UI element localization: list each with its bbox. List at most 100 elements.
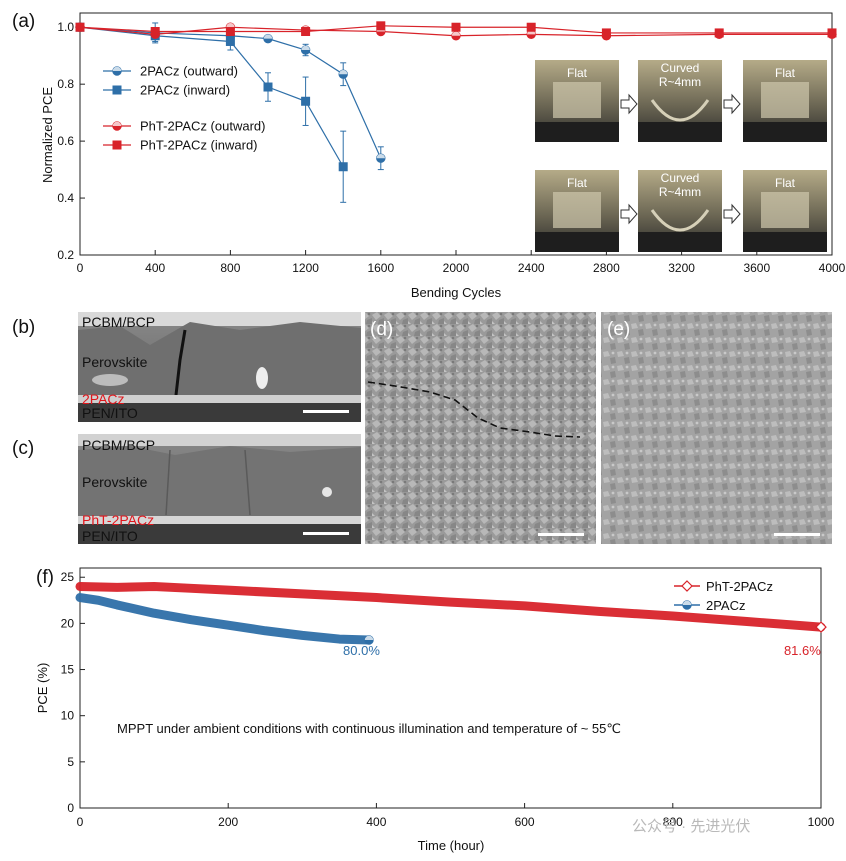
data-point-a [451,22,461,32]
photo-label-curved: Curved [661,171,700,185]
photo-label-flat: Flat [567,176,588,190]
scale-bar-e [774,533,820,536]
sem-d-crack [367,381,581,438]
x-tick-label-a: 1600 [367,261,394,275]
x-tick-label-f: 1000 [808,815,835,829]
chart-f-annotations: 80.0% 81.6% MPPT under ambient conditions … [117,643,821,736]
x-tick-label-a: 2400 [518,261,545,275]
sem-c-grain-boundary [165,449,171,516]
photo-label-radius: R~4mm [659,185,701,199]
sem-top-view-e: (e) [601,312,832,544]
legend-marker-a [112,121,122,131]
panel-label-e: (e) [607,319,630,340]
data-point-a [338,162,348,172]
panel-label-a: (a) [12,11,35,32]
sem-cross-section-c: PCBM/BCP Perovskite PhT-2PACz PEN/ITO [78,434,361,544]
photo-clamp [638,232,722,252]
series-line-a [79,25,832,34]
y-tick-label-a: 0.6 [57,134,74,148]
photo-clamp [638,122,722,142]
y-axis-ticks-f: 0 5 10 15 20 25 [61,570,85,815]
flat-sample [553,192,601,228]
scale-bar-d [538,533,584,536]
data-point-a-highlight [226,23,235,28]
photo-clamp [743,122,827,142]
legend-label-a: 2PACz (inward) [140,83,230,98]
y-axis-ticks-a: 0.2 0.4 0.6 0.8 1.0 [57,20,85,262]
watermark: 公众号 · 先进光伏 [632,818,750,835]
panel-label-f: (f) [36,567,54,588]
arrow-icon [723,93,741,115]
x-tick-label-f: 200 [218,815,238,829]
data-point-a [601,28,611,38]
series-end-marker-f-highlight [364,635,374,640]
x-tick-label-a: 1200 [292,261,319,275]
photo-label-radius: R~4mm [659,75,701,89]
annotation-f: 81.6% [784,643,821,658]
x-axis-ticks-f: 0 200 400 600 800 1000 [77,803,835,829]
y-tick-label-a: 0.4 [57,191,74,205]
sem-cross-section-b: PCBM/BCP Perovskite 2PACz PEN/ITO [78,312,361,422]
y-tick-label-a: 0.8 [57,77,74,91]
sem-c-top-band [78,434,361,446]
scale-bar-b [303,410,349,413]
flat-sample [553,82,601,118]
sem-c-layer: PEN/ITO [82,528,138,544]
legend-marker-a [112,140,122,150]
legend-label-a: PhT-2PACz (outward) [140,119,265,134]
data-point-a [451,31,461,41]
chart-a-series [75,21,837,203]
data-point-a [301,27,311,37]
photo-clamp [535,232,619,252]
y-tick-label-f: 10 [61,709,75,723]
x-tick-label-a: 400 [145,261,165,275]
y-tick-label-a: 0.2 [57,248,74,262]
sem-b-layer: 2PACz [82,391,125,407]
photo-label-curved: Curved [661,61,700,75]
flat-sample [761,82,809,118]
legend-label-f: PhT-2PACz [706,579,773,594]
series-band-f [75,593,374,645]
legend-f: PhT-2PACz 2PACz [674,579,773,613]
annotation-f: 80.0% [343,643,380,658]
x-axis-ticks-a: 0 400 800 1200 1600 2000 2400 2800 3200 3600 4000 [77,250,846,275]
x-tick-label-a: 3600 [743,261,770,275]
legend-label-a: 2PACz (outward) [140,64,238,79]
data-point-a [263,33,273,44]
curved-sample [650,99,710,122]
y-axis-label-a: Normalized PCE [40,87,55,183]
photo-label-flat: Flat [567,66,588,80]
x-tick-label-a: 800 [220,261,240,275]
data-point-a [150,27,160,37]
arrow-icon [620,93,638,115]
bending-photo: Flat [743,170,827,252]
flat-sample [761,192,809,228]
data-point-a [263,82,273,92]
x-tick-label-f: 0 [77,815,84,829]
sem-c-particle [322,487,332,497]
legend-marker-a [112,66,122,76]
data-point-a-highlight [339,70,348,75]
series-end-marker-f [815,621,827,633]
data-point-a [301,96,311,106]
sem-c-layer: Perovskite [82,474,148,490]
sem-c-grains [78,446,361,516]
legend-label-f: 2PACz [706,598,746,613]
scale-bar-c [303,532,349,535]
sem-b-ito-band [78,395,361,403]
sem-b-layer: PCBM/BCP [82,314,155,330]
panel-label-c: (c) [12,438,34,459]
data-point-a-highlight [451,31,461,36]
series-line-a [79,26,832,37]
legend-marker-a-highlight [112,66,122,71]
photo-label-flat: Flat [775,176,796,190]
legend-marker-f-highlight [682,600,692,605]
x-axis-label-a: Bending Cycles [411,285,502,300]
sem-b-particle [92,374,128,386]
panel-label-d: (d) [370,319,393,340]
x-tick-label-a: 2800 [593,261,620,275]
curved-sample [650,209,710,232]
legend-label-a: PhT-2PACz (inward) [140,138,258,153]
legend-a: 2PACz (outward) 2PACz (inward) PhT-2PACz (… [103,64,265,153]
